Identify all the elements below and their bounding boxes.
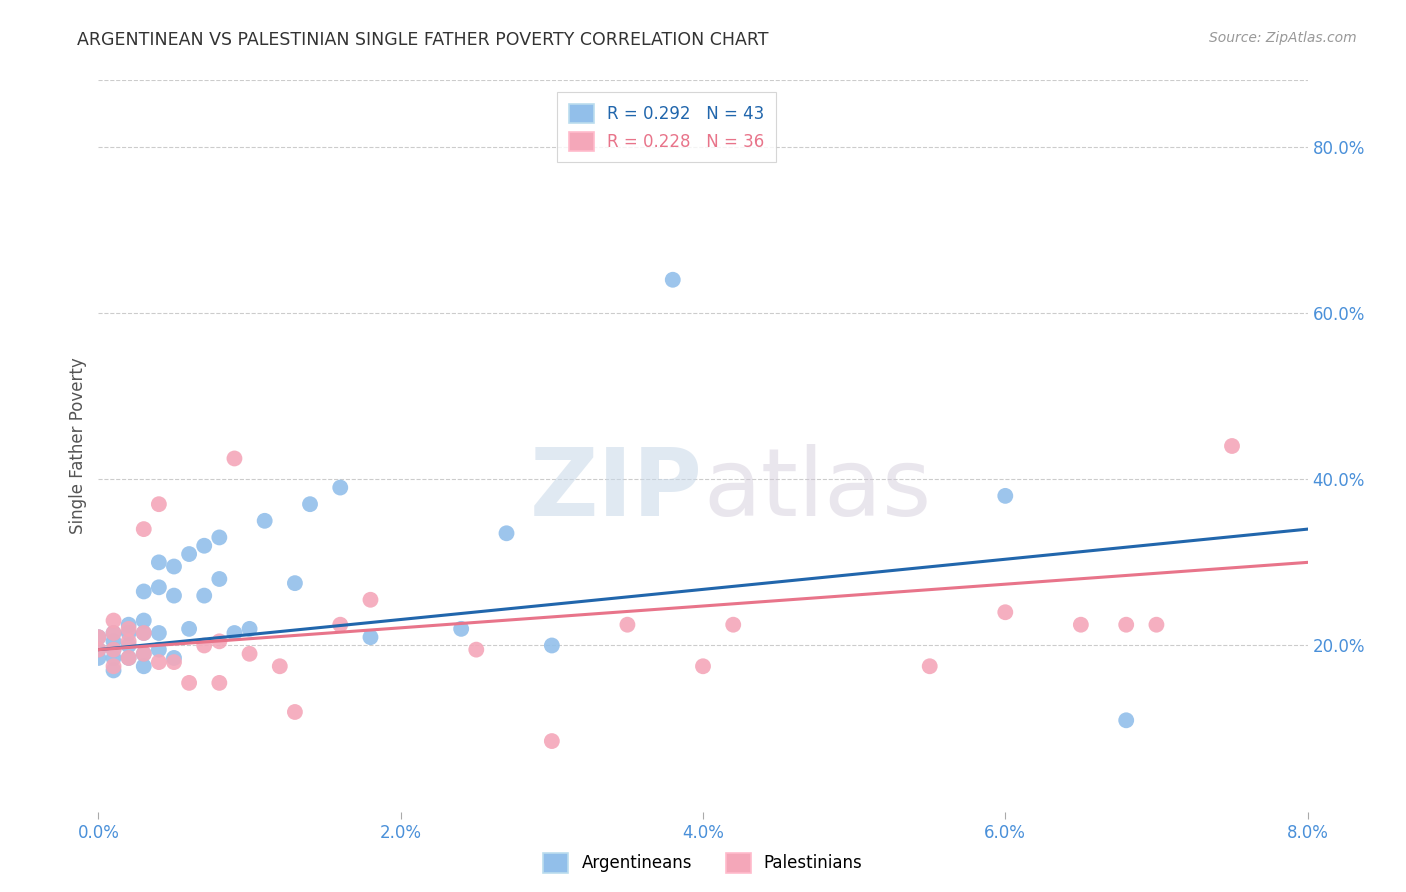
Point [193, 639, 215, 653]
Point [540, 734, 562, 748]
Point [132, 626, 155, 640]
Point [103, 651, 125, 665]
Point [163, 559, 186, 574]
Point [148, 497, 170, 511]
Point [118, 651, 141, 665]
Point [103, 642, 125, 657]
Point [208, 530, 231, 544]
Point [661, 273, 683, 287]
Point [132, 647, 155, 661]
Point [1146, 617, 1168, 632]
Point [208, 634, 231, 648]
Point [540, 639, 562, 653]
Point [87, 651, 110, 665]
Point [269, 659, 291, 673]
Point [163, 655, 186, 669]
Point [87, 642, 110, 657]
Point [132, 614, 155, 628]
Point [465, 642, 488, 657]
Point [132, 659, 155, 673]
Point [994, 605, 1017, 619]
Point [179, 547, 201, 561]
Point [329, 481, 352, 495]
Point [239, 647, 262, 661]
Point [103, 614, 125, 628]
Point [87, 630, 110, 644]
Point [692, 659, 714, 673]
Point [723, 617, 745, 632]
Point [163, 589, 186, 603]
Point [118, 639, 141, 653]
Point [118, 651, 141, 665]
Point [239, 622, 262, 636]
Legend: R = 0.292   N = 43, R = 0.228   N = 36: R = 0.292 N = 43, R = 0.228 N = 36 [557, 92, 776, 162]
Point [616, 617, 638, 632]
Text: ARGENTINEAN VS PALESTINIAN SINGLE FATHER POVERTY CORRELATION CHART: ARGENTINEAN VS PALESTINIAN SINGLE FATHER… [77, 31, 769, 49]
Point [118, 634, 141, 648]
Point [208, 676, 231, 690]
Point [284, 576, 307, 591]
Point [103, 634, 125, 648]
Point [224, 626, 246, 640]
Point [179, 676, 201, 690]
Point [132, 626, 155, 640]
Point [1220, 439, 1243, 453]
Point [329, 617, 352, 632]
Point [193, 589, 215, 603]
Point [163, 651, 186, 665]
Point [148, 642, 170, 657]
Text: ZIP: ZIP [530, 444, 703, 536]
Point [103, 626, 125, 640]
Point [87, 642, 110, 657]
Point [918, 659, 941, 673]
Point [1070, 617, 1092, 632]
Point [1115, 617, 1137, 632]
Point [253, 514, 276, 528]
Point [224, 451, 246, 466]
Point [87, 630, 110, 644]
Point [450, 622, 472, 636]
Point [118, 626, 141, 640]
Point [208, 572, 231, 586]
Point [1115, 714, 1137, 728]
Text: atlas: atlas [703, 444, 931, 536]
Point [132, 647, 155, 661]
Point [103, 626, 125, 640]
Point [299, 497, 322, 511]
Point [495, 526, 517, 541]
Point [103, 664, 125, 678]
Point [132, 584, 155, 599]
Point [103, 659, 125, 673]
Point [118, 617, 141, 632]
Point [360, 592, 382, 607]
Point [179, 622, 201, 636]
Point [193, 539, 215, 553]
Point [118, 622, 141, 636]
Point [148, 580, 170, 594]
Legend: Argentineans, Palestinians: Argentineans, Palestinians [537, 847, 869, 880]
Point [148, 555, 170, 569]
Text: Source: ZipAtlas.com: Source: ZipAtlas.com [1209, 31, 1357, 45]
Point [360, 630, 382, 644]
Point [103, 642, 125, 657]
Point [148, 655, 170, 669]
Point [284, 705, 307, 719]
Y-axis label: Single Father Poverty: Single Father Poverty [69, 358, 87, 534]
Point [994, 489, 1017, 503]
Point [148, 626, 170, 640]
Point [132, 522, 155, 536]
